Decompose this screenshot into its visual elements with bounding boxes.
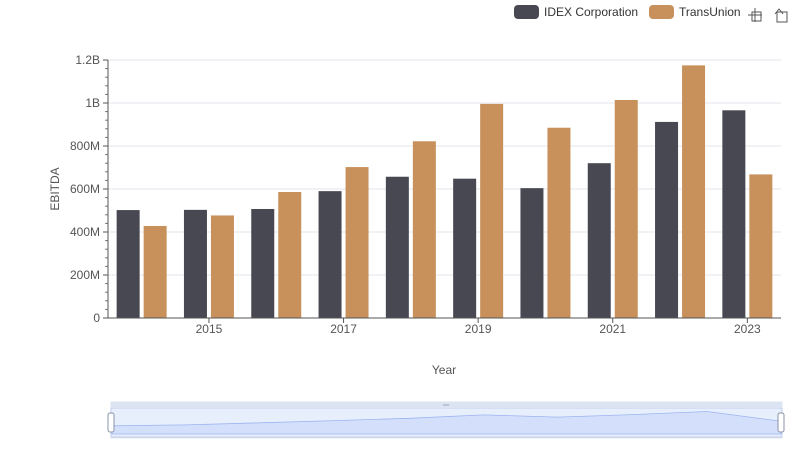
bar-idex-corporation-2017[interactable] <box>318 191 342 318</box>
y-tick-label: 200M <box>70 268 100 282</box>
bar-transunion-2015[interactable] <box>210 215 234 318</box>
y-axis: 0 200M 400M 600M 800M 1B 1.2B <box>70 53 109 325</box>
x-tick-label: 2019 <box>465 322 492 336</box>
x-tick-label: 2021 <box>599 322 626 336</box>
legend-item-idex-corporation[interactable]: IDEX Corporation <box>514 5 638 19</box>
bar-idex-corporation-2020[interactable] <box>520 188 544 318</box>
slider-handle-left[interactable] <box>107 412 115 433</box>
bar-idex-corporation-2016[interactable] <box>251 208 275 318</box>
grid-lines <box>108 59 781 319</box>
slider-handle-right[interactable] <box>777 412 785 433</box>
bar-transunion-2017[interactable] <box>345 167 369 318</box>
bar-idex-corporation-2014[interactable] <box>116 210 140 318</box>
bar-idex-corporation-2019[interactable] <box>453 178 477 318</box>
bar-idex-corporation-2022[interactable] <box>655 121 679 318</box>
y-tick-label: 1B <box>85 96 100 110</box>
x-tick-label: 2015 <box>196 322 223 336</box>
y-tick-label: 400M <box>70 225 100 239</box>
legend-swatch <box>514 5 539 19</box>
slider-grip-icon[interactable] <box>443 404 449 406</box>
bar-transunion-2018[interactable] <box>412 141 436 318</box>
x-tick-label: 2017 <box>330 322 357 336</box>
legend-label: IDEX Corporation <box>544 5 638 19</box>
legend-swatch <box>649 5 674 19</box>
x-tick-label: 2023 <box>734 322 761 336</box>
bars <box>116 65 773 319</box>
legend-label: TransUnion <box>679 5 741 19</box>
bar-transunion-2020[interactable] <box>547 127 571 318</box>
y-tick-label: 0 <box>93 311 100 325</box>
bar-idex-corporation-2015[interactable] <box>183 209 207 318</box>
bar-transunion-2021[interactable] <box>614 99 638 319</box>
y-tick-label: 800M <box>70 139 100 153</box>
bar-idex-corporation-2021[interactable] <box>587 163 611 318</box>
bar-transunion-2016[interactable] <box>278 192 302 318</box>
bar-transunion-2023[interactable] <box>749 174 773 318</box>
bar-transunion-2014[interactable] <box>143 225 167 318</box>
y-tick-label: 1.2B <box>75 53 100 67</box>
bar-idex-corporation-2023[interactable] <box>722 110 746 318</box>
x-axis: 2015 2017 2019 2021 2023 <box>108 317 781 336</box>
crosshair-zoom-icon[interactable] <box>748 8 762 22</box>
bar-transunion-2022[interactable] <box>682 65 706 318</box>
y-tick-label: 600M <box>70 182 100 196</box>
legend: IDEX Corporation TransUnion <box>514 5 741 19</box>
legend-item-transunion[interactable]: TransUnion <box>649 5 741 19</box>
x-axis-title: Year <box>432 363 456 377</box>
y-axis-title: EBITDA <box>48 167 62 210</box>
restore-icon[interactable] <box>774 8 788 23</box>
bar-transunion-2019[interactable] <box>480 103 504 318</box>
data-zoom-slider[interactable] <box>107 401 785 439</box>
bar-idex-corporation-2018[interactable] <box>385 176 409 318</box>
